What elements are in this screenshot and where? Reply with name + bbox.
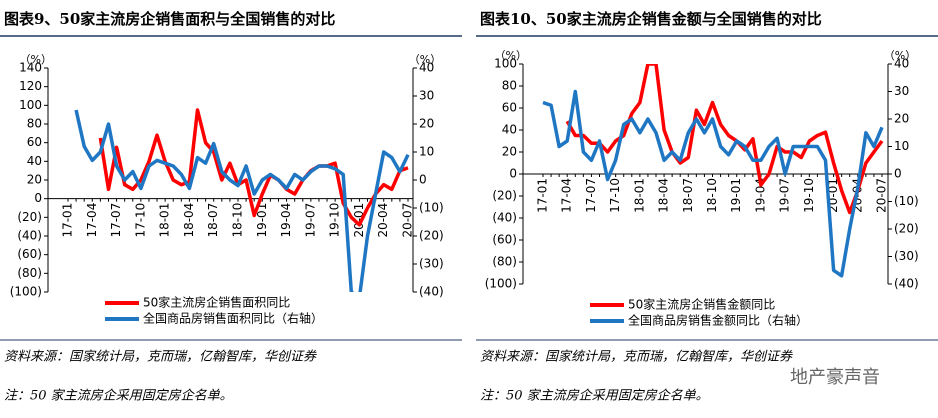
source: 资料来源：国家统计局，克而瑞，亿翰智库，华创证券 [4,349,317,365]
x-tick-label: 17-01 [61,203,75,238]
series-line [542,89,884,278]
x-tick-label: 17-01 [536,178,550,213]
watermark: 地产豪声音 [790,367,880,388]
x-tick-label: 19-07 [303,203,317,238]
plot-lines [74,108,410,292]
x-tick-label: 17-10 [133,203,147,238]
x-tick-label: 17-10 [608,178,622,213]
y2-tick-label: (20) [419,229,444,243]
chart-title: 图表9、50家主流房企销售面积与全国销售的对比 [4,10,335,28]
x-tick-label: 19-10 [328,203,342,238]
y2-tick-label: 0 [419,173,427,187]
y-tick-label: (80) [17,266,42,280]
y2-tick-label: (10) [894,194,919,208]
y2-tick-label: 20 [894,112,909,126]
y-tick-label: 100 [19,98,42,112]
source: 资料来源：国家统计局，克而瑞，亿翰智库，华创证券 [480,349,793,365]
legend-label: 全国商品房销售金额同比（右轴） [628,313,808,328]
legend-label: 50家主流房企销售金额同比 [628,297,775,312]
y-tick-label: 80 [502,79,517,93]
y-tick-label: 140 [19,61,42,75]
x-tick-label: 18-04 [182,203,196,238]
y2-tick-label: 30 [894,84,909,98]
y2-tick-label: 40 [894,57,909,71]
legend-label: 全国商品房销售面积同比（右轴） [143,311,323,326]
y2-tick-label: 10 [419,145,434,159]
x-tick-label: 18-10 [231,203,245,238]
legend-label: 50家主流房企销售面积同比 [143,295,290,310]
note: 注：50 家主流房企采用固定房企名单。 [480,388,709,404]
x-tick-label: 19-01 [729,178,743,213]
x-tick-label: 20-01 [352,203,366,238]
x-tick-label: 18-01 [632,178,646,213]
y-tick-label: (80) [492,255,517,269]
y-tick-label: 0 [509,167,517,181]
x-tick-label: 18-04 [657,178,671,213]
y2-unit: （%） [409,53,441,66]
y-tick-label: 100 [494,57,517,71]
y-tick-label: 120 [19,79,42,93]
y-tick-label: 20 [502,145,517,159]
y-unit: （%） [20,53,52,66]
y-tick-label: 80 [27,117,42,131]
y-tick-label: 0 [34,191,42,205]
y2-tick-label: 10 [894,139,909,153]
y2-tick-label: (30) [419,257,444,271]
y-tick-label: (40) [492,211,517,225]
x-tick-label: 18-07 [206,203,220,238]
x-tick-label: 19-07 [778,178,792,213]
y-tick-label: 40 [502,123,517,137]
x-tick-label: 18-10 [705,178,719,213]
y2-unit: （%） [884,49,916,62]
x-tick-label: 20-07 [401,203,415,238]
series-line [74,109,410,292]
chart-title: 图表10、50家主流房企销售金额与全国销售的对比 [480,10,822,28]
x-tick-label: 19-10 [802,178,816,213]
x-tick-label: 19-01 [255,203,269,238]
y-tick-label: (60) [492,233,517,247]
y-tick-label: (40) [17,229,42,243]
x-tick-label: 17-04 [85,203,99,238]
y2-tick-label: 30 [419,89,434,103]
note: 注：50 家主流房企采用固定房企名单。 [4,388,233,404]
y2-tick-label: 40 [419,61,434,75]
y2-tick-label: (40) [894,277,919,291]
y-tick-label: (20) [17,210,42,224]
y2-tick-label: (30) [894,249,919,263]
y-tick-label: (100) [10,285,42,299]
x-tick-label: 18-07 [681,178,695,213]
y-tick-label: (20) [492,189,517,203]
y2-tick-label: (10) [419,201,444,215]
y-tick-label: (100) [485,277,517,291]
x-tick-label: 20-07 [875,178,889,213]
y2-tick-label: 20 [419,117,434,131]
plot-lines [542,64,884,278]
y2-tick-label: (20) [894,222,919,236]
y-unit: （%） [495,49,527,62]
x-tick-label: 17-07 [584,178,598,213]
y2-tick-label: 0 [894,167,902,181]
y-tick-label: 60 [502,101,517,115]
y-tick-label: 60 [27,135,42,149]
y-tick-label: 20 [27,173,42,187]
series-line [98,108,409,227]
x-tick-label: 19-04 [753,178,767,213]
x-tick-label: 20-04 [376,203,390,238]
x-tick-label: 19-04 [279,203,293,238]
y-tick-label: (60) [17,247,42,261]
x-tick-label: 17-07 [109,203,123,238]
y2-tick-label: (40) [419,285,444,299]
y-tick-label: 40 [27,154,42,168]
x-tick-label: 17-04 [560,178,574,213]
x-tick-label: 18-01 [158,203,172,238]
